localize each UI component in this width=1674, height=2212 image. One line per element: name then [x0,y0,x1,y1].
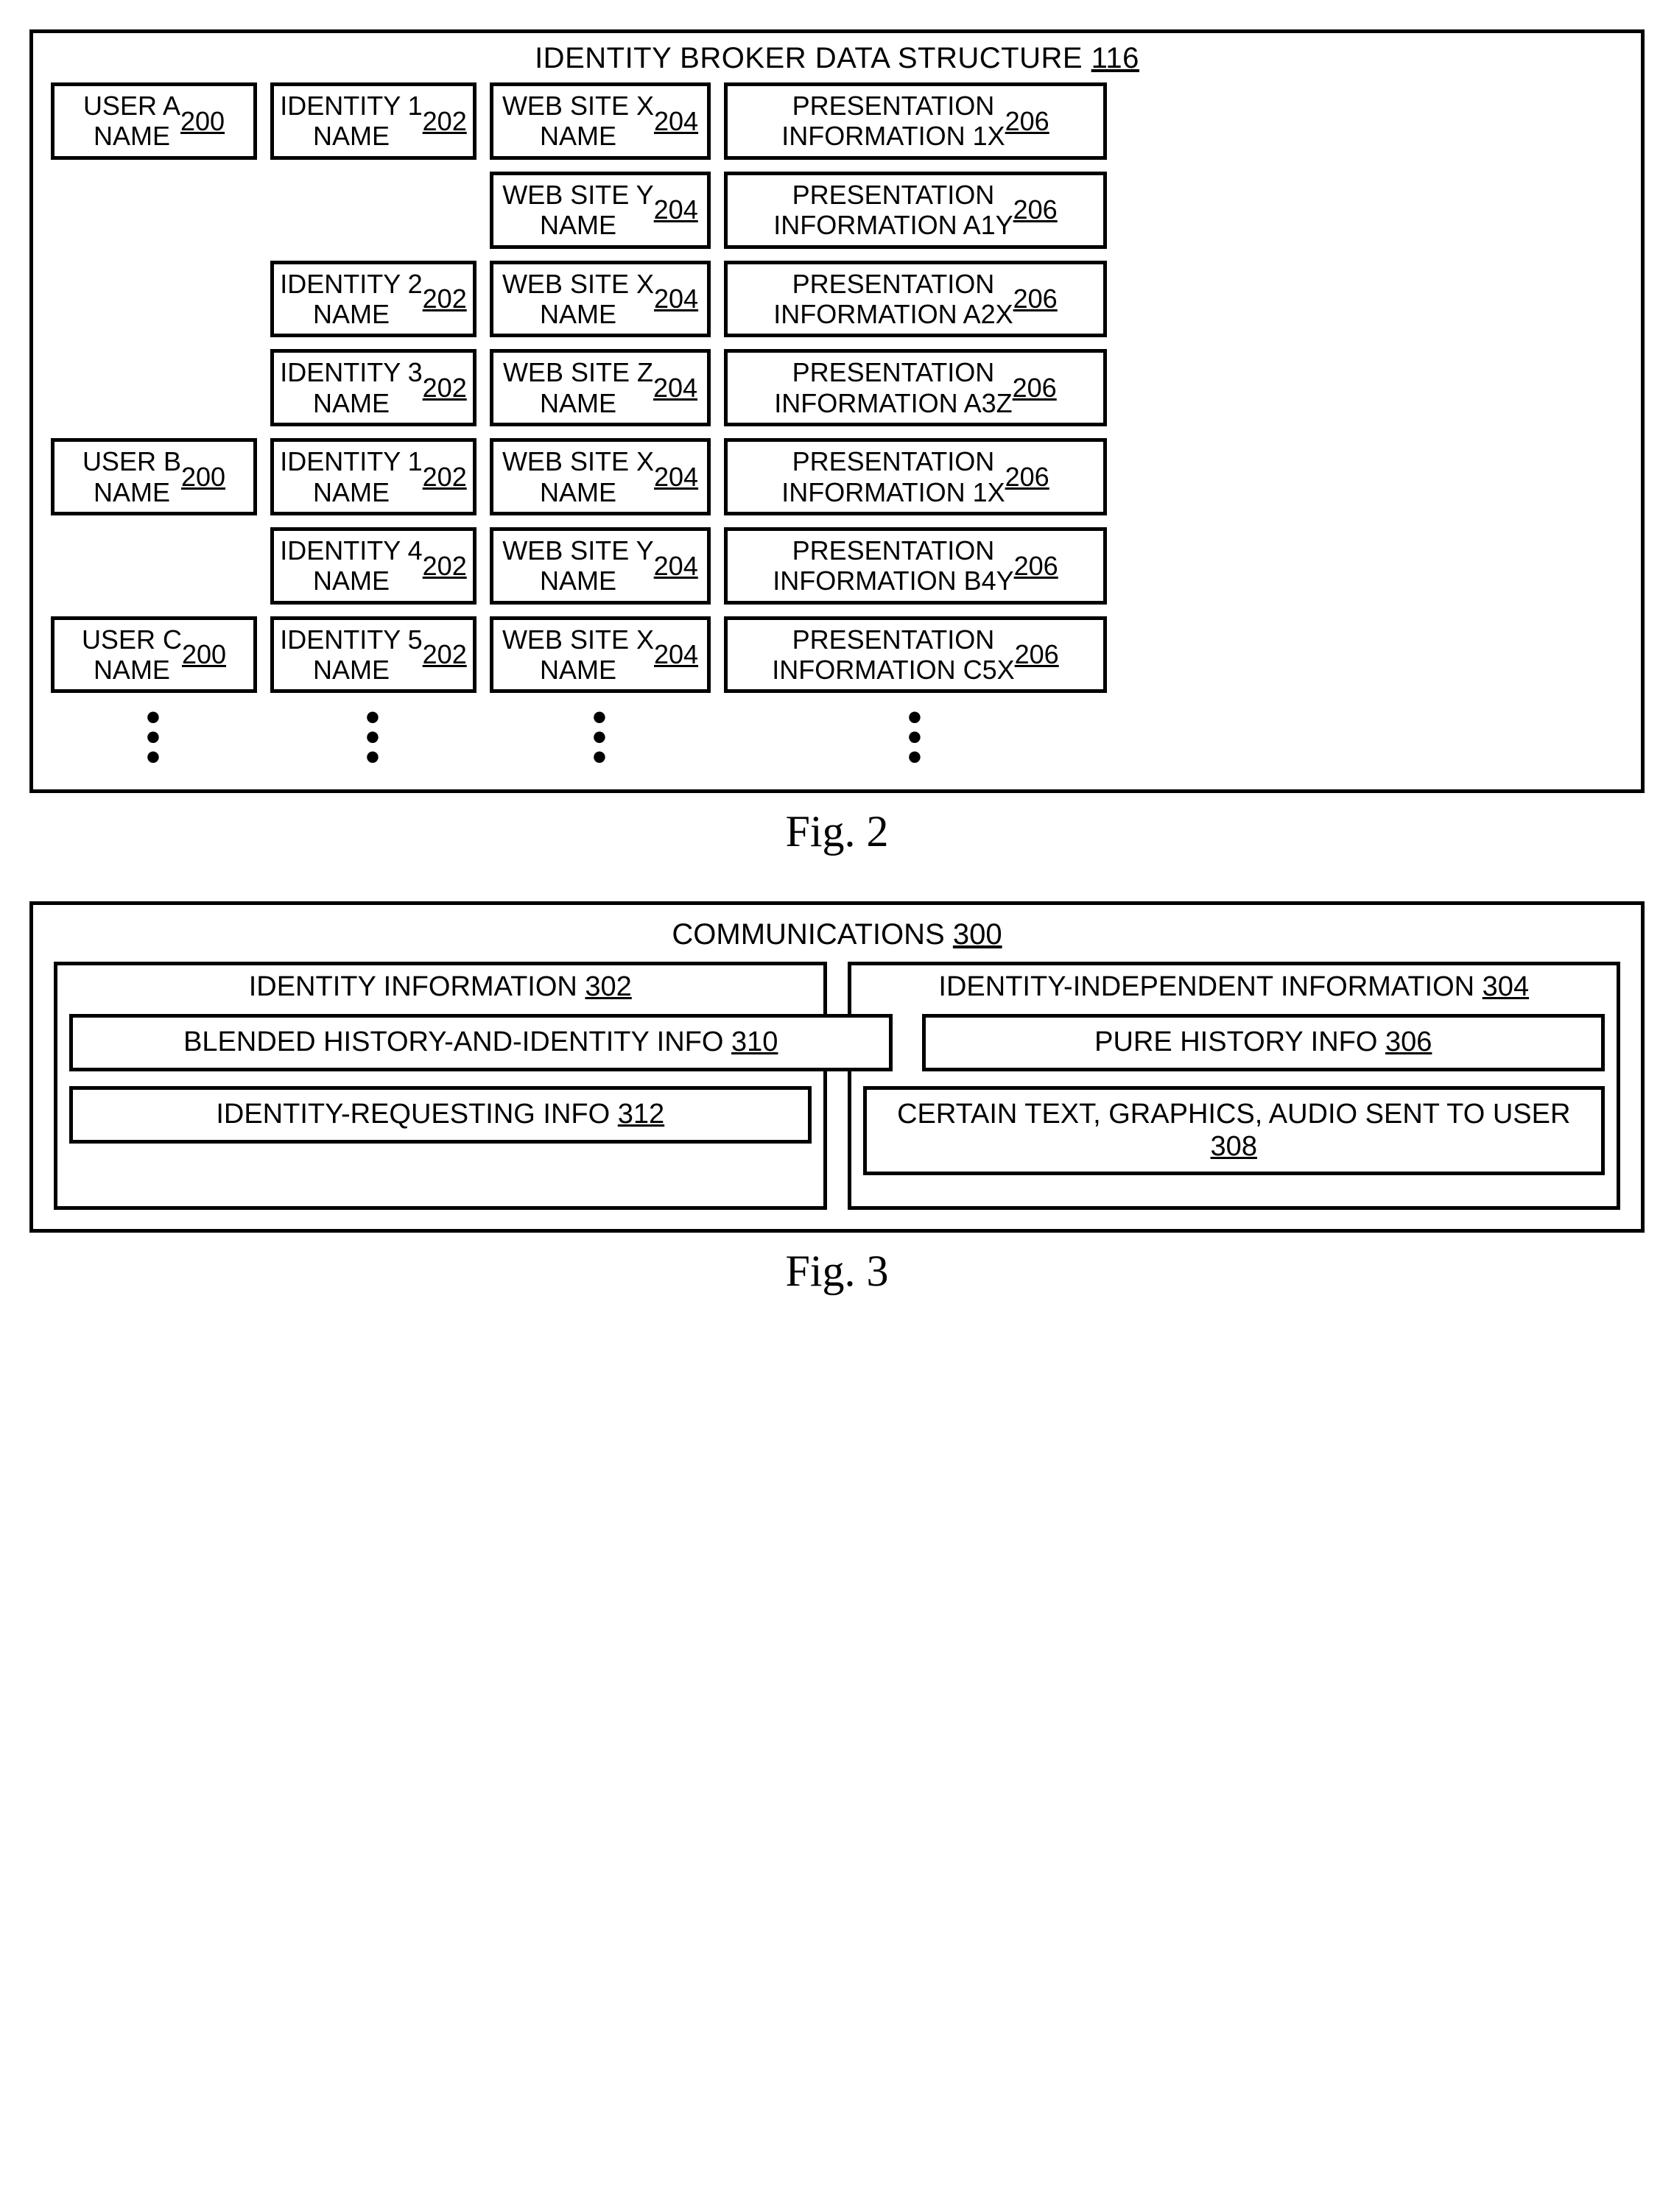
fig3-title-text: COMMUNICATIONS [672,918,944,951]
presentation-cell: PRESENTATIONINFORMATION 1X 206 [724,438,1107,515]
website-cell: WEB SITE YNAME 204 [490,527,711,605]
website-cell: WEB SITE ZNAME 204 [490,349,711,426]
fig3-right-panel: IDENTITY-INDEPENDENT INFORMATION 304 PUR… [848,962,1621,1210]
identity-cell: IDENTITY 5NAME 202 [270,616,476,694]
fig3-left-title: IDENTITY INFORMATION 302 [69,971,812,1004]
identity-cell: IDENTITY 4NAME 202 [270,527,476,605]
presentation-cell: PRESENTATIONINFORMATION A1Y 206 [724,172,1107,249]
identity-cell: IDENTITY 1NAME 202 [270,82,476,160]
fig3-title: COMMUNICATIONS 300 [54,918,1620,951]
fig3-outer-box: COMMUNICATIONS 300 IDENTITY INFORMATION … [29,901,1645,1233]
presentation-cell: PRESENTATIONINFORMATION C5X 206 [724,616,1107,694]
identity-cell: IDENTITY 2NAME 202 [270,261,476,338]
fig2-caption: Fig. 2 [29,806,1645,857]
box-306: PURE HISTORY INFO 306 [922,1014,1606,1071]
presentation-cell: PRESENTATIONINFORMATION A3Z 206 [724,349,1107,426]
ellipsis-column: ••• [51,705,257,767]
identity-cell: IDENTITY 3NAME 202 [270,349,476,426]
fig3-title-ref: 300 [953,918,1002,951]
box-310: BLENDED HISTORY-AND-IDENTITY INFO 310 [69,1014,893,1071]
fig2-title-text: IDENTITY BROKER DATA STRUCTURE [535,42,1083,74]
presentation-cell: PRESENTATIONINFORMATION 1X 206 [724,82,1107,160]
figure-3: COMMUNICATIONS 300 IDENTITY INFORMATION … [29,901,1645,1297]
fig2-title: IDENTITY BROKER DATA STRUCTURE 116 [51,42,1623,75]
ellipsis-column: ••• [724,705,1107,767]
fig2-grid: USER ANAME 200IDENTITY 1NAME 202WEB SITE… [51,82,1623,767]
fig3-left-panel: IDENTITY INFORMATION 302 BLENDED HISTORY… [54,962,827,1210]
website-cell: WEB SITE XNAME 204 [490,616,711,694]
box-312: IDENTITY-REQUESTING INFO 312 [69,1086,812,1144]
ellipsis-column: ••• [270,705,476,767]
identity-cell: IDENTITY 1NAME 202 [270,438,476,515]
fig2-title-ref: 116 [1091,42,1139,74]
presentation-cell: PRESENTATIONINFORMATION A2X 206 [724,261,1107,338]
fig3-caption: Fig. 3 [29,1246,1645,1297]
fig2-outer-box: IDENTITY BROKER DATA STRUCTURE 116 USER … [29,29,1645,793]
figure-2: IDENTITY BROKER DATA STRUCTURE 116 USER … [29,29,1645,857]
website-cell: WEB SITE XNAME 204 [490,438,711,515]
fig3-right-title: IDENTITY-INDEPENDENT INFORMATION 304 [863,971,1606,1004]
fig3-columns: IDENTITY INFORMATION 302 BLENDED HISTORY… [54,962,1620,1210]
user-cell: USER ANAME 200 [51,82,257,160]
user-cell: USER BNAME 200 [51,438,257,515]
website-cell: WEB SITE XNAME 204 [490,82,711,160]
presentation-cell: PRESENTATIONINFORMATION B4Y 206 [724,527,1107,605]
user-cell: USER CNAME 200 [51,616,257,694]
website-cell: WEB SITE YNAME 204 [490,172,711,249]
website-cell: WEB SITE XNAME 204 [490,261,711,338]
ellipsis-column: ••• [490,705,711,767]
box-308: CERTAIN TEXT, GRAPHICS, AUDIO SENT TO US… [863,1086,1606,1175]
